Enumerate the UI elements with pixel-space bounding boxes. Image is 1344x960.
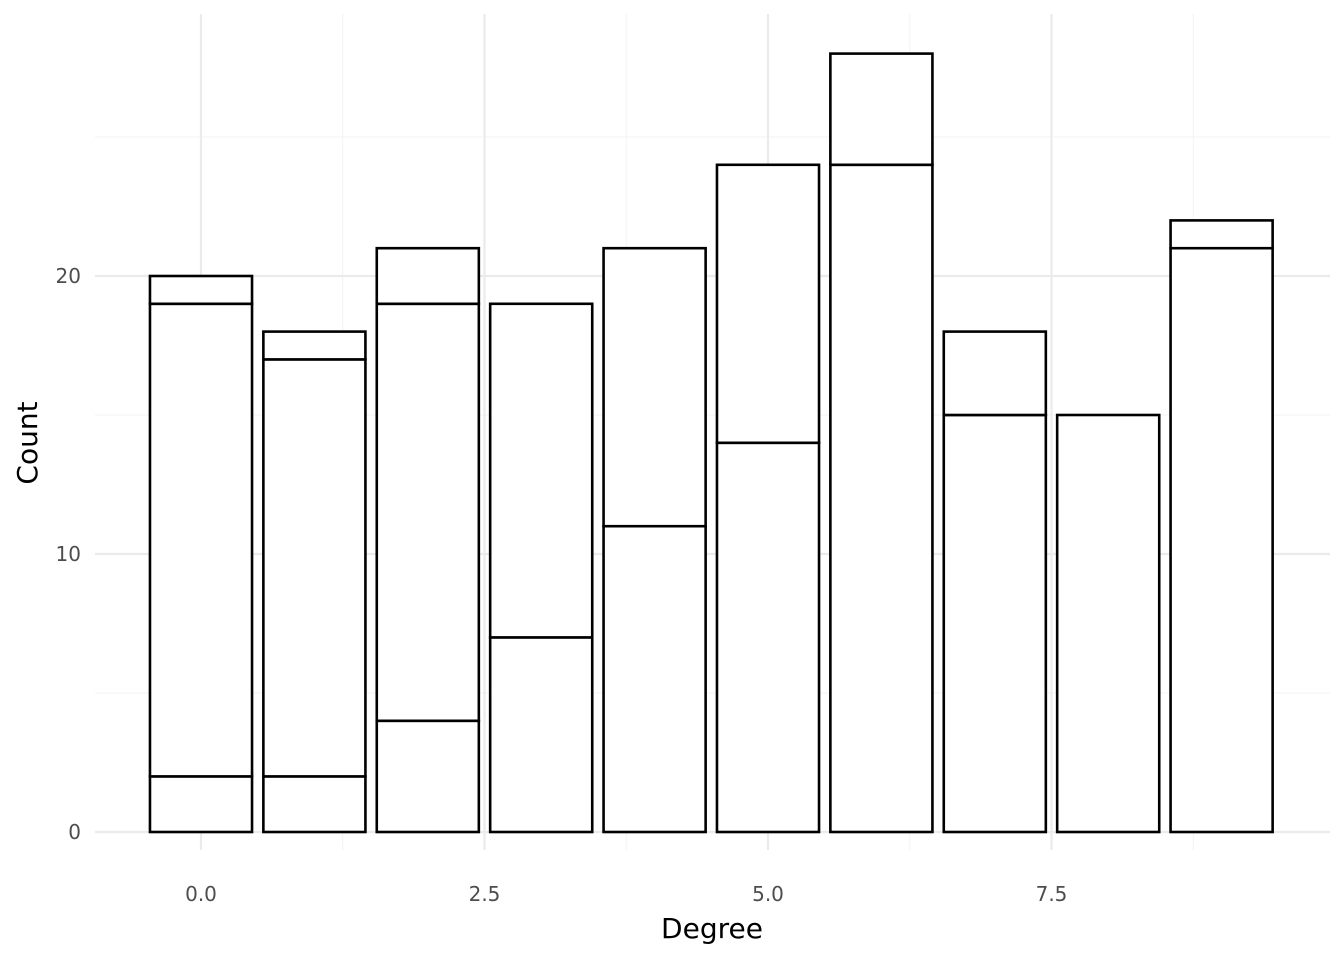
bar-segment [1169,219,1274,250]
bar-segment [942,413,1048,834]
bar-segment [1169,246,1274,834]
y-tick-label: 0 [68,820,81,844]
bar-segment [1055,413,1161,834]
bar-segment [602,524,707,834]
bars [148,52,1274,834]
bar-segment [375,246,481,306]
y-axis-tick-labels: 0 10 20 [56,264,81,844]
bar-segment [602,246,707,528]
y-tick-label: 20 [56,264,81,288]
bar-segment [375,302,481,723]
x-tick-label: 2.5 [469,882,501,906]
bar-segment [262,330,367,361]
bar-segment [488,302,594,639]
bar-segment [715,163,821,445]
bar-segment [262,775,367,834]
bar-segment [829,52,934,167]
x-tick-label: 5.0 [752,882,784,906]
x-tick-label: 7.5 [1036,882,1068,906]
y-axis-title: Count [11,401,44,484]
bar-segment [262,358,367,778]
x-tick-label: 0.0 [185,882,217,906]
x-axis-tick-labels: 0.0 2.5 5.0 7.5 [185,882,1067,906]
x-axis-title: Degree [661,912,763,945]
bar-segment [488,636,594,834]
bar-segment [375,719,481,834]
bar-segment [829,163,934,834]
bar-segment [715,441,821,834]
bar-segment [942,330,1048,417]
bar-segment [148,775,254,834]
bar-segment [148,274,254,306]
y-tick-label: 10 [56,542,81,566]
bar-segment [148,302,254,778]
